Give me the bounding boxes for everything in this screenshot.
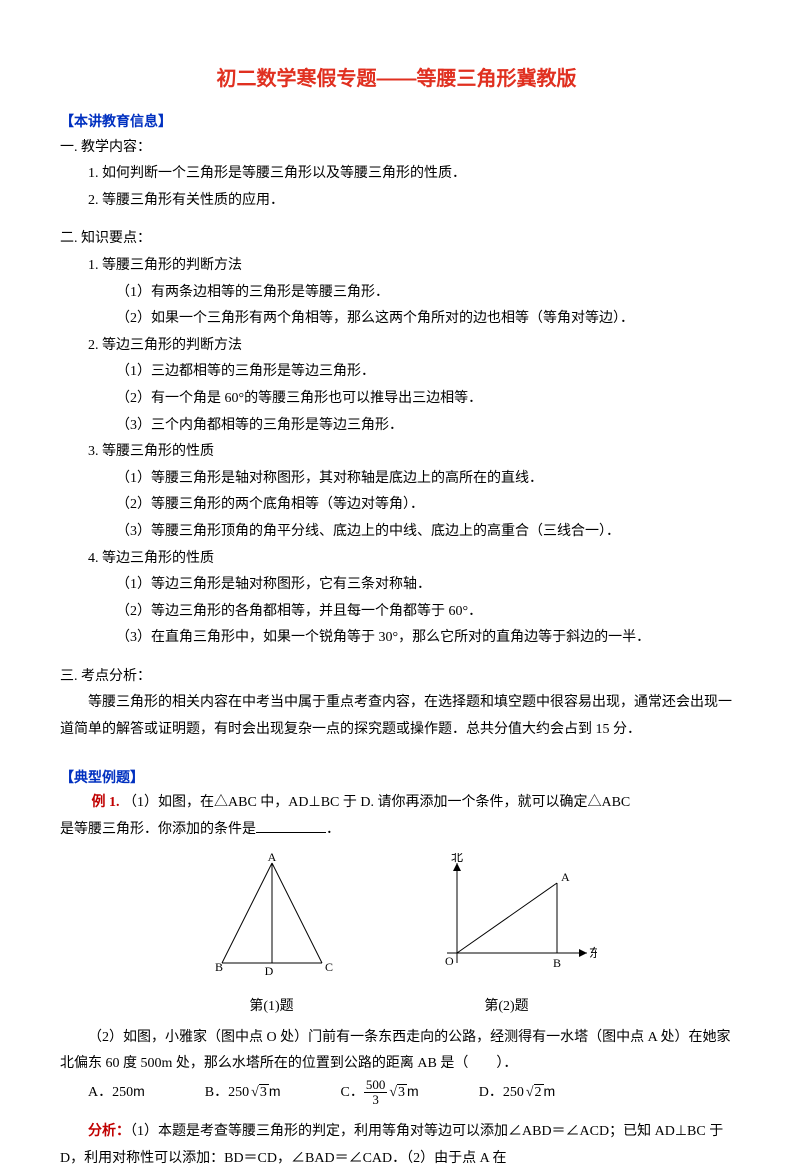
text-line: （3）三个内角都相等的三角形是等边三角形． [60, 413, 733, 440]
text-line: （2）等边三角形的各角都相等，并且每一个角都等于 60°． [60, 599, 733, 626]
text-line: 1. 等腰三角形的判断方法 [60, 253, 733, 280]
text-span: 是等腰三角形．你添加的条件是 [60, 822, 256, 837]
text-line: （2）等腰三角形的两个底角相等（等边对等角）． [60, 492, 733, 519]
text-line: 3. 等腰三角形的性质 [60, 439, 733, 466]
analysis-label: 分析： [88, 1124, 130, 1139]
svg-text:D: D [264, 964, 273, 978]
text-line: （2）有一个角是 60°的等腰三角形也可以推导出三边相等． [60, 386, 733, 413]
section-education-info: 【本讲教育信息】 [60, 108, 733, 135]
analysis-paragraph: 分析：（1）本题是考查等腰三角形的判定，利用等角对等边可以添加∠ABD＝∠ACD… [60, 1119, 733, 1172]
choice-b: B．2503m [205, 1078, 281, 1107]
blank-underline [256, 832, 326, 833]
text-line: （2）如果一个三角形有两个角相等，那么这两个角所对的边也相等（等角对等边）． [60, 306, 733, 333]
analysis-text: （1）本题是考查等腰三角形的判定，利用等角对等边可以添加∠ABD＝∠ACD；已知… [60, 1124, 723, 1166]
example-1-q1: 例 1. （1）如图，在△ABC 中，AD⊥BC 于 D. 请你再添加一个条件，… [60, 790, 733, 817]
choice-a: A．250m [88, 1078, 145, 1107]
text-line: 2. 等边三角形的判断方法 [60, 333, 733, 360]
svg-text:A: A [267, 853, 276, 864]
figure-1-caption: 第(1)题 [197, 994, 347, 1021]
svg-text:A: A [561, 870, 570, 884]
compass-diagram: O A B 北 东 [417, 853, 597, 983]
triangle-diagram: A B C D [197, 853, 347, 983]
heading-knowledge: 二. 知识要点： [60, 226, 733, 253]
text-line: （3）等腰三角形顶角的角平分线、底边上的中线、底边上的高重合（三线合一）． [60, 519, 733, 546]
choice-row: A．250m B．2503m C．50033m D．2502m [60, 1078, 733, 1108]
paragraph: 等腰三角形的相关内容在中考当中属于重点考查内容，在选择题和填空题中很容易出现，通… [60, 690, 733, 743]
svg-text:C: C [325, 960, 333, 974]
page-title: 初二数学寒假专题——等腰三角形冀教版 [60, 60, 733, 98]
svg-text:O: O [445, 954, 454, 968]
section-examples: 【典型例题】 [60, 764, 733, 791]
svg-text:北: 北 [451, 853, 463, 864]
figure-2: O A B 北 东 第(2)题 [417, 853, 597, 1020]
text-line: 2. 等腰三角形有关性质的应用． [60, 188, 733, 215]
text-line: （1）有两条边相等的三角形是等腰三角形． [60, 280, 733, 307]
text-line: （1）等边三角形是轴对称图形，它有三条对称轴． [60, 572, 733, 599]
text-line: （1）三边都相等的三角形是等边三角形． [60, 359, 733, 386]
figure-2-caption: 第(2)题 [417, 994, 597, 1021]
text-span: ． [326, 822, 340, 837]
heading-content: 一. 教学内容： [60, 135, 733, 162]
example-1-q1b: 是等腰三角形．你添加的条件是 ． [60, 817, 733, 844]
text-line: 4. 等边三角形的性质 [60, 546, 733, 573]
figures-row: A B C D 第(1)题 O A B 北 东 第(2)题 [60, 853, 733, 1020]
heading-analysis: 三. 考点分析： [60, 664, 733, 691]
text-line: （3）在直角三角形中，如果一个锐角等于 30°，那么它所对的直角边等于斜边的一半… [60, 625, 733, 652]
text-line: 1. 如何判断一个三角形是等腰三角形以及等腰三角形的性质． [60, 161, 733, 188]
figure-1: A B C D 第(1)题 [197, 853, 347, 1020]
example-label: 例 1. [92, 795, 120, 810]
choice-c: C．50033m [341, 1078, 419, 1108]
svg-text:东: 东 [589, 946, 597, 960]
text-span: （1）如图，在△ABC 中，AD⊥BC 于 D. 请你再添加一个条件，就可以确定… [123, 795, 630, 810]
svg-text:B: B [215, 960, 223, 974]
svg-text:B: B [553, 956, 561, 970]
choice-d: D．2502m [479, 1078, 555, 1107]
example-1-q2: （2）如图，小雅家（图中点 O 处）门前有一条东西走向的公路，经测得有一水塔（图… [60, 1025, 733, 1078]
text-line: （1）等腰三角形是轴对称图形，其对称轴是底边上的高所在的直线． [60, 466, 733, 493]
